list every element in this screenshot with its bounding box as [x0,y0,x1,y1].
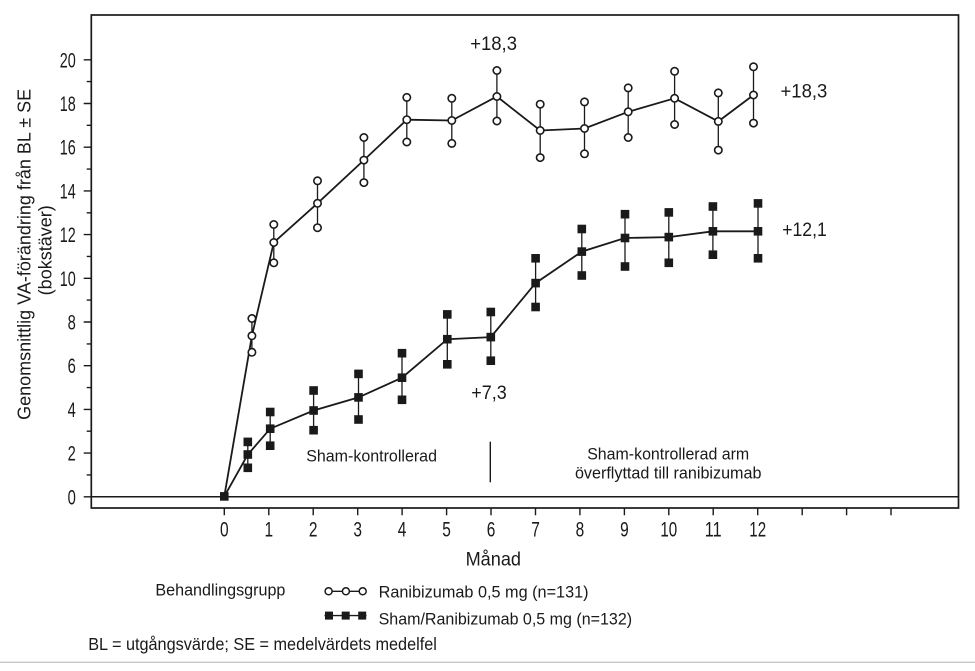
svg-text:12: 12 [749,517,766,541]
svg-text:Sham-kontrollerad arm: Sham-kontrollerad arm [587,445,749,464]
svg-text:11: 11 [705,517,722,541]
svg-text:1: 1 [265,517,274,541]
svg-text:3: 3 [353,517,362,541]
svg-text:Genomsnittlig VA-förändring fr: Genomsnittlig VA-förändring från BL ± SE [14,89,34,420]
svg-text:16: 16 [60,136,76,160]
svg-text:(bokstäver): (bokstäver) [36,205,56,295]
svg-text:+18,3: +18,3 [781,81,828,102]
svg-text:Ranibizumab 0,5 mg (n=131): Ranibizumab 0,5 mg (n=131) [379,583,589,602]
svg-text:5: 5 [442,517,451,541]
svg-text:9: 9 [620,517,629,541]
svg-text:Månad: Månad [466,549,521,571]
svg-text:6: 6 [487,517,496,541]
svg-text:12: 12 [60,223,76,247]
svg-text:18: 18 [60,92,76,116]
svg-text:14: 14 [60,179,76,203]
svg-text:2: 2 [309,517,318,541]
svg-text:+18,3: +18,3 [470,34,517,55]
svg-text:+7,3: +7,3 [471,383,507,404]
svg-text:10: 10 [60,267,76,291]
svg-text:0: 0 [68,485,76,509]
svg-text:Sham/Ranibizumab 0,5 mg (n=132: Sham/Ranibizumab 0,5 mg (n=132) [379,610,632,629]
svg-text:20: 20 [60,48,76,72]
svg-text:Sham-kontrollerad: Sham-kontrollerad [306,446,437,465]
svg-text:Behandlingsgrupp: Behandlingsgrupp [155,580,285,599]
svg-text:10: 10 [660,517,677,541]
svg-text:+12,1: +12,1 [782,220,827,241]
svg-text:4: 4 [68,398,76,422]
svg-text:BL = utgångsvärde; SE = medelv: BL = utgångsvärde; SE = medelvärdets med… [88,634,437,654]
svg-text:8: 8 [576,517,585,541]
svg-text:4: 4 [398,517,407,541]
svg-text:6: 6 [68,354,76,378]
svg-text:7: 7 [531,517,540,541]
svg-text:0: 0 [220,517,229,541]
svg-text:8: 8 [68,311,76,335]
svg-text:överflyttad till ranibizumab: överflyttad till ranibizumab [575,463,762,482]
svg-text:2: 2 [68,442,76,466]
